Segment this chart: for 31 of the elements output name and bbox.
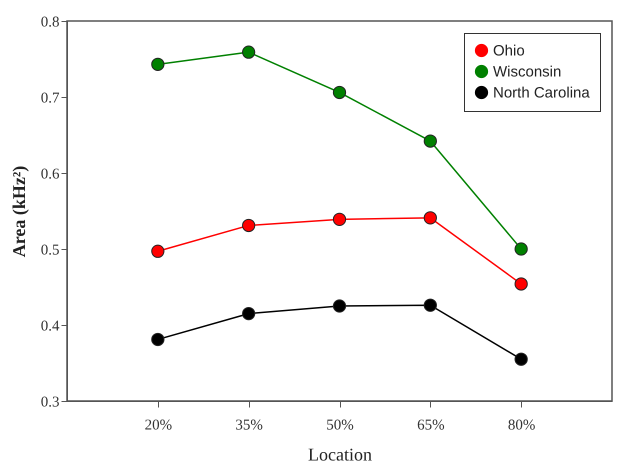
y-tick-label: 0.3 <box>40 394 60 410</box>
point <box>424 298 437 312</box>
point <box>151 332 164 346</box>
x-tick-label: 80% <box>508 418 536 434</box>
point <box>514 277 528 291</box>
legend-label: North Carolina <box>493 84 590 102</box>
point <box>151 58 164 71</box>
point <box>424 211 437 224</box>
x-tick-label: 35% <box>235 418 263 434</box>
y-tick-label: 0.7 <box>40 90 60 106</box>
point <box>514 352 528 366</box>
point <box>332 86 346 100</box>
point <box>332 212 346 226</box>
point <box>151 244 164 258</box>
y-tick-label: 0.6 <box>40 166 60 182</box>
y-tick-label: 0.5 <box>40 242 60 258</box>
x-axis-title: Location <box>308 444 372 464</box>
point <box>332 299 346 313</box>
point <box>424 134 437 148</box>
point <box>242 46 256 59</box>
point <box>514 242 528 256</box>
point <box>242 306 256 320</box>
y-axis-title: Area (kHz²) <box>8 166 29 258</box>
x-tick-label: 20% <box>144 418 172 434</box>
legend-label: Ohio <box>493 42 525 60</box>
y-tick-label: 0.8 <box>40 14 60 30</box>
x-tick-label: 65% <box>417 418 445 434</box>
y-tick-label: 0.4 <box>40 318 60 334</box>
x-tick-label: 50% <box>326 418 354 434</box>
legend-label: Wisconsin <box>493 64 562 80</box>
point <box>242 218 256 232</box>
